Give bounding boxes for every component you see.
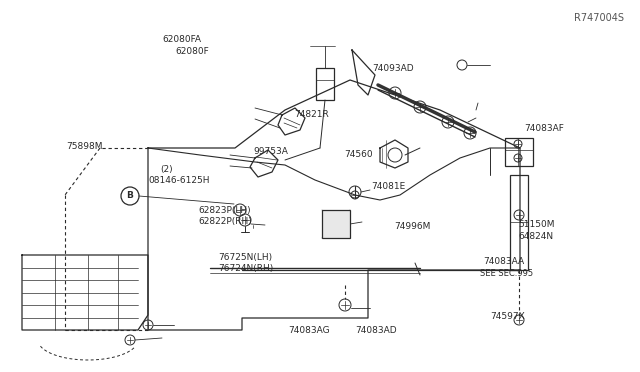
Text: B: B <box>127 192 133 201</box>
Text: 74083AG: 74083AG <box>289 326 330 335</box>
Text: 74560: 74560 <box>344 150 372 159</box>
Text: 76725N(LH): 76725N(LH) <box>218 253 272 262</box>
Text: 74081E: 74081E <box>371 182 405 191</box>
Text: 76724N(RH): 76724N(RH) <box>218 264 273 273</box>
Text: 75898M: 75898M <box>66 142 102 151</box>
Text: 62823P(LH): 62823P(LH) <box>198 206 251 215</box>
Text: 62080F: 62080F <box>175 47 209 56</box>
Text: 74093AD: 74093AD <box>372 64 413 73</box>
Text: 74083AA: 74083AA <box>483 257 524 266</box>
Bar <box>505 138 533 166</box>
Bar <box>316 68 334 100</box>
Text: 62080FA: 62080FA <box>162 35 201 44</box>
Text: SEE SEC.995: SEE SEC.995 <box>480 269 533 278</box>
Bar <box>510 175 528 270</box>
Text: 74597X: 74597X <box>490 312 525 321</box>
Text: 74821R: 74821R <box>294 110 329 119</box>
Text: (2): (2) <box>160 165 173 174</box>
Text: 99753A: 99753A <box>253 147 288 156</box>
Bar <box>322 210 350 238</box>
Text: 64824N: 64824N <box>518 232 553 241</box>
Text: 08146-6125H: 08146-6125H <box>148 176 209 185</box>
Text: 74996M: 74996M <box>394 222 430 231</box>
Text: 74083AF: 74083AF <box>524 124 564 133</box>
Text: R747004S: R747004S <box>574 13 624 23</box>
Text: 51150M: 51150M <box>518 220 554 229</box>
Text: 74083AD: 74083AD <box>355 326 397 335</box>
Text: 62822P(RH): 62822P(RH) <box>198 217 252 226</box>
